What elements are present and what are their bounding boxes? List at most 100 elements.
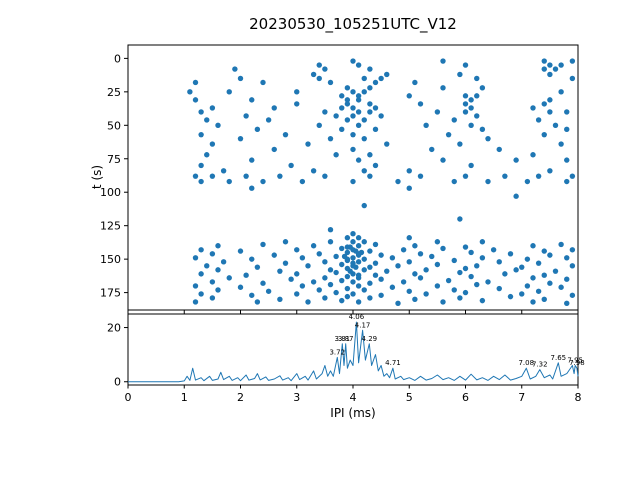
scatter-point — [367, 109, 373, 115]
scatter-point — [316, 122, 322, 129]
scatter-point — [367, 264, 373, 270]
scatter-point — [271, 252, 277, 258]
peak-label: 7.98 — [569, 359, 585, 367]
scatter-point — [457, 269, 463, 276]
scatter-point — [479, 85, 486, 91]
scatter-point — [429, 253, 435, 260]
scatter-point — [412, 243, 418, 249]
scatter-point — [445, 277, 452, 284]
scatter-point — [355, 235, 362, 241]
scatter-point — [322, 295, 328, 301]
scatter-point — [316, 75, 322, 82]
peak-label: 3.87 — [338, 335, 354, 343]
scatter-point — [406, 288, 412, 294]
scatter-point — [353, 248, 359, 254]
scatter-point — [400, 247, 407, 253]
scatter-point — [569, 75, 576, 82]
scatter-point — [395, 300, 401, 307]
scatter-point — [485, 178, 491, 185]
scatter-point — [535, 117, 542, 123]
scatter-point — [358, 249, 365, 256]
scatter-point — [524, 283, 531, 289]
scatter-point — [434, 239, 441, 245]
scatter-point — [367, 152, 373, 158]
scatter-point — [445, 131, 452, 138]
scatter-point — [344, 85, 351, 91]
scatter-point — [569, 292, 576, 298]
scatter-point — [367, 85, 373, 91]
scatter-point — [226, 275, 232, 281]
scatter-point — [462, 62, 469, 68]
scatter-point — [350, 105, 356, 111]
line-trace — [128, 321, 579, 383]
scatter-point — [204, 152, 210, 158]
scatter-point — [389, 255, 396, 261]
scatter-point — [198, 109, 204, 115]
scatter-point — [339, 245, 345, 252]
scatter-point — [406, 259, 412, 265]
scatter-point — [294, 89, 300, 95]
scatter-point — [524, 178, 531, 185]
scatter-point — [558, 241, 564, 248]
scatter-point — [198, 291, 204, 297]
scatter-point — [299, 178, 306, 185]
scatter-point — [558, 89, 564, 95]
scatter-point — [355, 259, 362, 265]
scatter-point — [457, 295, 463, 301]
scatter-point — [423, 122, 429, 129]
scatter-point — [271, 146, 277, 153]
scatter-point — [243, 272, 249, 278]
scatter-point — [558, 62, 564, 68]
scatter-point — [474, 93, 480, 99]
scatter-point — [569, 58, 576, 64]
scatter-point — [355, 93, 362, 99]
scatter-point — [541, 272, 547, 278]
scatter-point — [569, 263, 576, 269]
scatter-point — [412, 271, 418, 277]
scatter-point — [417, 173, 424, 179]
scatter-point — [440, 157, 446, 163]
x-tick-label: 1 — [181, 391, 188, 404]
scatter-point — [355, 157, 362, 163]
scatter-point — [378, 113, 384, 119]
scatter-point — [361, 75, 367, 82]
scatter-point — [440, 299, 446, 305]
scatter-point — [406, 93, 412, 99]
scatter-point — [265, 117, 272, 123]
y-tick-label: 175 — [100, 287, 121, 300]
scatter-point — [530, 152, 536, 158]
scatter-point — [260, 241, 266, 248]
scatter-point — [282, 239, 289, 245]
scatter-point — [367, 295, 373, 301]
scatter-point — [367, 173, 373, 179]
scatter-point — [474, 263, 480, 269]
x-tick-label: 8 — [575, 391, 582, 404]
scatter-point — [417, 251, 424, 257]
scatter-point — [558, 284, 564, 290]
scatter-point — [367, 280, 373, 286]
scatter-point — [350, 260, 356, 266]
scatter-point — [355, 109, 362, 115]
y-tick-label: 75 — [107, 153, 121, 166]
scatter-point — [552, 122, 559, 129]
scatter-point — [485, 135, 491, 142]
scatter-point — [187, 89, 193, 95]
scatter-point — [350, 255, 356, 261]
scatter-point — [209, 141, 216, 147]
scatter-point — [226, 89, 232, 95]
scatter-point — [215, 267, 221, 273]
y-tick-label: 0 — [114, 52, 121, 65]
scatter-point — [440, 58, 446, 64]
scatter-point — [361, 117, 367, 123]
scatter-point — [535, 288, 542, 294]
scatter-point — [479, 239, 486, 245]
scatter-point — [350, 58, 356, 64]
scatter-point — [502, 271, 508, 277]
scatter-point — [395, 178, 401, 185]
scatter-point — [344, 293, 351, 300]
peak-label: 7.32 — [532, 361, 548, 369]
x-axis-label: IPI (ms) — [330, 406, 376, 420]
scatter-point — [192, 97, 199, 103]
scatter-point — [519, 291, 525, 297]
